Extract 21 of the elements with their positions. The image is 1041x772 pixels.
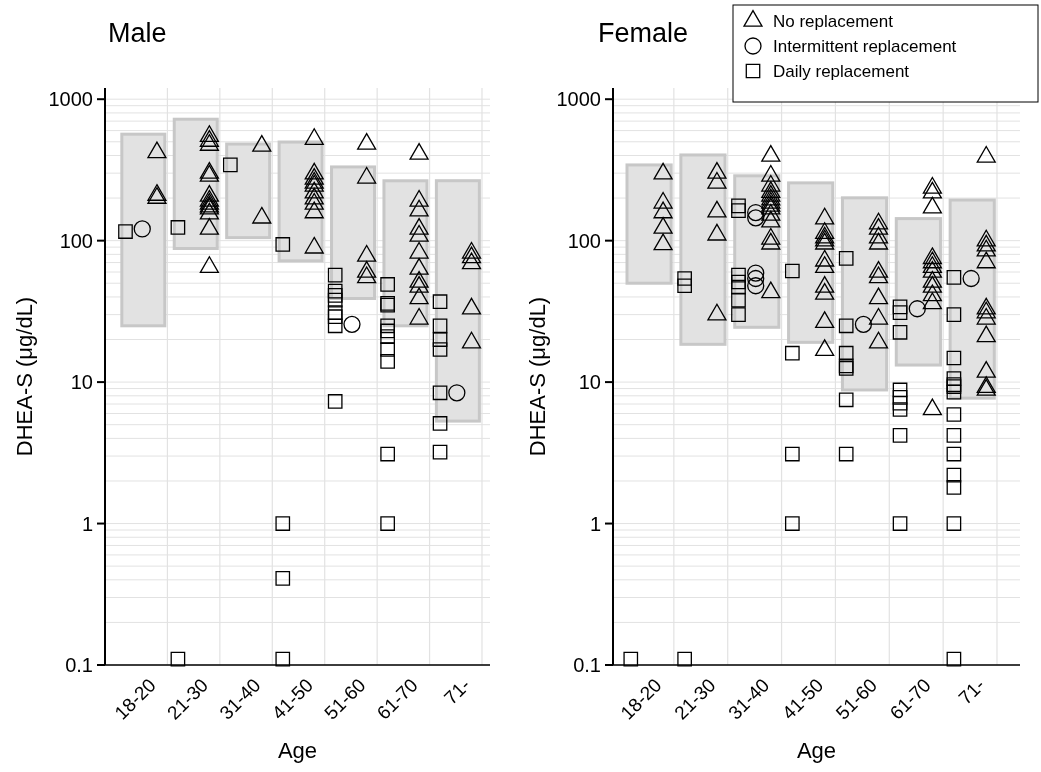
- legend-label: No replacement: [773, 11, 894, 31]
- y-tick-label: 100: [59, 229, 93, 252]
- y-tick-label: 1: [589, 512, 601, 535]
- x-tick-label: 71-: [954, 674, 989, 709]
- y-tick-label: 1000: [48, 88, 93, 111]
- chart-title: Female: [598, 18, 689, 48]
- y-axis-title: DHEA-S (μg/dL): [12, 296, 37, 457]
- y-tick-label: 1: [81, 512, 93, 535]
- y-tick-label: 10: [70, 371, 93, 394]
- y-axis-title: DHEA-S (μg/dL): [525, 296, 550, 457]
- x-axis-title: Age: [796, 738, 837, 763]
- legend-label: Daily replacement: [773, 61, 910, 81]
- y-tick-label: 0.1: [65, 654, 93, 676]
- y-tick-label: 10: [578, 371, 601, 394]
- y-tick-label: 1000: [556, 88, 601, 111]
- x-tick-label: 71-: [440, 674, 475, 709]
- chart-title: Male: [108, 18, 167, 48]
- x-axis-title: Age: [277, 738, 318, 763]
- legend-label: Intermittent replacement: [773, 36, 957, 56]
- y-tick-label: 100: [567, 229, 601, 252]
- y-tick-label: 0.1: [573, 654, 601, 676]
